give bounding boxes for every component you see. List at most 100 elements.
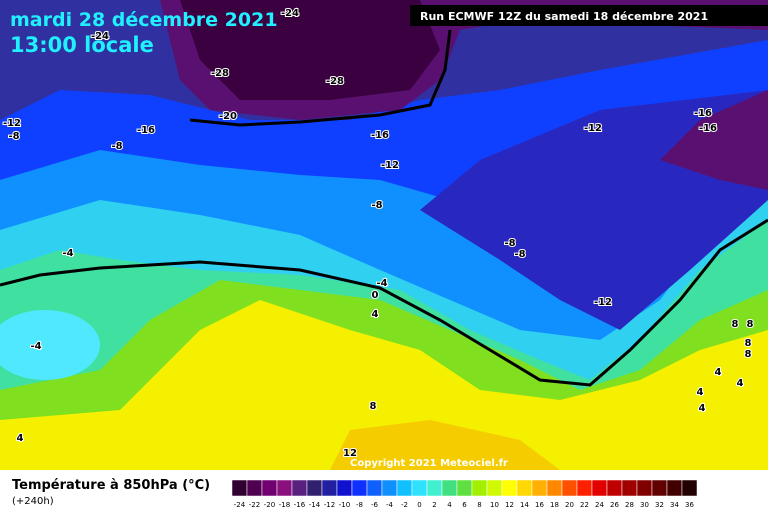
contour-label: 4 — [737, 378, 744, 389]
scale-label: 28 — [625, 501, 634, 509]
scale-swatch — [651, 479, 668, 497]
contour-label: -4 — [376, 278, 387, 289]
scale-swatch — [426, 479, 443, 497]
scale-label: -8 — [356, 501, 363, 509]
contour-label: -12 — [594, 297, 612, 308]
contour-label: -8 — [371, 200, 382, 211]
scale-label: -4 — [386, 501, 394, 509]
scale-label: 0 — [417, 501, 421, 509]
scale-swatch — [606, 479, 623, 497]
contour-label: 12 — [343, 448, 357, 459]
scale-label: 26 — [610, 501, 619, 509]
contour-label: 8 — [370, 401, 377, 412]
legend-title: Température à 850hPa (°C) — [12, 478, 210, 493]
scale-label: 2 — [432, 501, 436, 509]
scale-label: 36 — [685, 501, 694, 509]
run-info: Run ECMWF 12Z du samedi 18 décembre 2021 — [420, 10, 708, 23]
scale-swatch — [291, 479, 308, 497]
contour-label: -8 — [8, 131, 19, 142]
scale-swatch — [306, 479, 323, 497]
scale-swatch — [471, 479, 488, 497]
scale-swatch — [336, 479, 353, 497]
color-scale: -24 -22 -20 -18 -16 -14 -12 -10 -8 -6 -4 -2 0 2 4 6 8 10 1… — [231, 479, 698, 509]
scale-label: -10 — [339, 501, 350, 509]
contour-label: -24 — [281, 8, 299, 19]
contour-label: 8 — [747, 319, 754, 330]
scale-label: -20 — [264, 501, 275, 509]
date: mardi 28 décembre 2021 — [10, 9, 278, 31]
time: 13:00 locale — [10, 33, 154, 57]
contour-label: -12 — [381, 160, 399, 171]
contour-label: -4 — [62, 248, 73, 259]
scale-label: -18 — [279, 501, 290, 509]
scale-swatch — [621, 479, 638, 497]
scale-label: -14 — [309, 501, 321, 509]
contour-label: -4 — [30, 341, 41, 352]
scale-swatch — [456, 479, 473, 497]
scale-swatch — [366, 479, 383, 497]
scale-label: 12 — [505, 501, 514, 509]
scale-swatch — [321, 479, 338, 497]
scale-swatch — [666, 479, 683, 497]
scale-swatch — [681, 479, 698, 497]
scale-label: 18 — [550, 501, 559, 509]
contour-label: -8 — [504, 238, 515, 249]
scale-swatch — [381, 479, 398, 497]
run-box — [410, 5, 768, 26]
scale-swatch — [411, 479, 428, 497]
scale-label: -12 — [324, 501, 335, 509]
zero-isotherm — [0, 218, 768, 387]
copyright: Copyright 2021 Meteociel.fr — [350, 458, 508, 469]
contour-label: 4 — [17, 433, 24, 444]
scale-label: 32 — [655, 501, 664, 509]
contour-label: -28 — [211, 68, 229, 79]
contour-label: 4 — [697, 387, 704, 398]
cold-isotherm — [189, 29, 452, 127]
scale-swatch — [591, 479, 608, 497]
scale-label: -22 — [249, 501, 260, 509]
contour-label: 0 — [372, 290, 379, 301]
contour-label: -16 — [137, 125, 155, 136]
warm-area — [330, 420, 560, 470]
scale-swatch — [396, 479, 413, 497]
scale-swatch — [516, 479, 533, 497]
scale-swatch — [561, 479, 578, 497]
contour-label: 4 — [715, 367, 722, 378]
scale-swatch — [276, 479, 293, 497]
contour-label: 8 — [732, 319, 739, 330]
contour-label: -28 — [326, 76, 344, 87]
scale-label: -2 — [401, 501, 408, 509]
lead-time: (+240h) — [12, 496, 54, 507]
scale-label: -6 — [371, 501, 379, 509]
scale-swatch — [246, 479, 263, 497]
scale-label: 8 — [477, 501, 481, 509]
contour-label: 4 — [372, 309, 379, 320]
contour-label: -16 — [694, 108, 712, 119]
contour-label: 8 — [745, 349, 752, 360]
scale-swatch — [576, 479, 593, 497]
contour-label: 4 — [699, 403, 706, 414]
scale-label: 4 — [447, 501, 452, 509]
scale-label: 24 — [595, 501, 604, 509]
scale-swatch — [546, 479, 563, 497]
scale-swatch — [636, 479, 653, 497]
contour-label: -16 — [699, 123, 717, 134]
scale-label: 30 — [640, 501, 649, 509]
contour-label: -8 — [111, 141, 122, 152]
contour-label: -20 — [219, 111, 237, 122]
scale-label: 6 — [462, 501, 467, 509]
contour-label: -16 — [371, 130, 389, 141]
scale-swatch — [261, 479, 278, 497]
contour-labels: -24 -24 -28 -28 -20 -12 -16 -8 -16 -12 -16 -16 -12 -8… — [2, 7, 755, 460]
contour-label: -12 — [584, 123, 602, 134]
scale-label: 16 — [535, 501, 544, 509]
scale-swatch — [441, 479, 458, 497]
scale-label: -16 — [294, 501, 306, 509]
scale-label: -24 — [234, 501, 246, 509]
scale-label: 34 — [670, 501, 679, 509]
scale-swatch — [531, 479, 548, 497]
contour-label: -24 — [91, 31, 109, 42]
contour-label: -8 — [514, 249, 525, 260]
scale-swatch — [351, 479, 368, 497]
